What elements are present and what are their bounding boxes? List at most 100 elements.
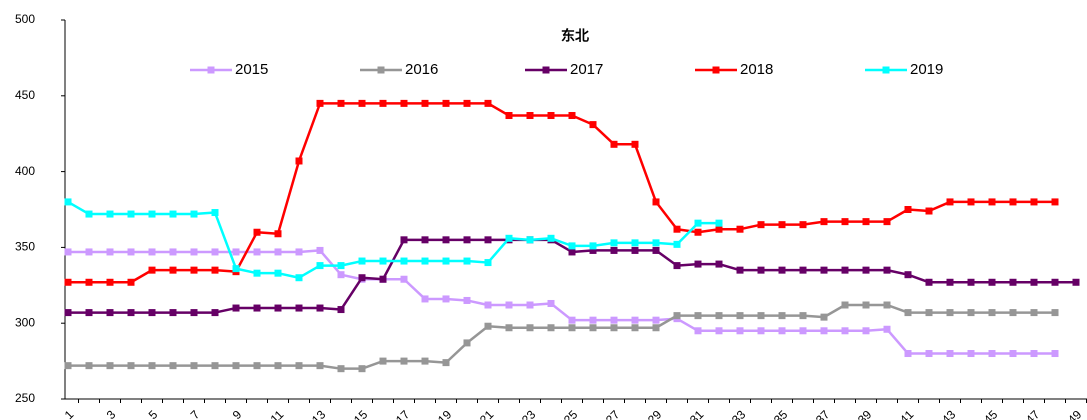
point: [421, 236, 429, 244]
series-line: [68, 249, 1055, 355]
point: [106, 278, 114, 286]
point: [694, 312, 702, 320]
point: [904, 206, 912, 213]
point: [253, 362, 261, 370]
point: [631, 324, 639, 332]
point: [841, 218, 849, 226]
point: [862, 266, 870, 274]
x-tick-label: 21: [477, 407, 497, 420]
point: [589, 246, 597, 254]
point: [547, 112, 555, 120]
point: [505, 324, 513, 332]
point: [211, 209, 219, 217]
point: [652, 316, 660, 324]
point: [820, 266, 828, 274]
point: [715, 260, 723, 268]
point: [106, 210, 114, 218]
point: [463, 339, 471, 347]
point: [715, 225, 723, 233]
legend-label: 2018: [740, 61, 773, 78]
x-tick-label: 1: [62, 407, 77, 420]
point: [883, 301, 891, 309]
x-tick-label: 31: [687, 407, 707, 420]
point: [295, 274, 303, 282]
legend-label: 2015: [235, 61, 268, 78]
point: [442, 359, 450, 367]
point: [1072, 278, 1080, 286]
point: [925, 309, 933, 317]
point: [652, 246, 660, 254]
point: [736, 312, 744, 320]
point: [358, 99, 366, 107]
point: [295, 304, 303, 312]
point: [652, 198, 660, 206]
legend-marker: [712, 66, 720, 74]
point: [778, 327, 786, 335]
point: [169, 266, 177, 274]
point: [589, 316, 597, 324]
point: [106, 248, 114, 256]
point: [673, 240, 681, 248]
point: [652, 324, 660, 332]
point: [190, 248, 198, 256]
x-tick-label: 3: [104, 407, 119, 420]
point: [1030, 309, 1038, 317]
point: [379, 257, 387, 265]
point: [967, 198, 975, 206]
point: [148, 309, 156, 317]
point: [295, 157, 303, 165]
point: [379, 275, 387, 283]
point: [358, 257, 366, 265]
point: [190, 309, 198, 317]
point: [715, 312, 723, 320]
point: [883, 325, 891, 333]
point: [736, 225, 744, 233]
point: [85, 362, 93, 370]
legend-marker: [377, 66, 385, 74]
point: [526, 301, 534, 309]
x-tick-label: 39: [855, 407, 875, 420]
point: [127, 309, 135, 317]
point: [1009, 350, 1017, 358]
point: [715, 219, 723, 227]
legend-marker: [882, 66, 890, 74]
point: [589, 324, 597, 332]
point: [253, 248, 261, 256]
point: [253, 304, 261, 312]
point: [568, 324, 576, 332]
point: [400, 236, 408, 244]
point: [400, 257, 408, 265]
point: [799, 327, 807, 335]
point: [232, 265, 240, 273]
point: [1051, 309, 1059, 317]
point: [463, 236, 471, 244]
point: [988, 309, 996, 317]
point: [883, 266, 891, 274]
chart-title: 东北: [561, 28, 589, 44]
x-tick-label: 23: [519, 407, 539, 420]
point: [106, 309, 114, 317]
point: [505, 112, 513, 120]
point: [232, 304, 240, 312]
point: [757, 312, 765, 320]
point: [505, 301, 513, 309]
x-tick-label: 19: [435, 407, 455, 420]
point: [274, 304, 282, 312]
point: [64, 248, 72, 256]
point: [547, 324, 555, 332]
point: [568, 112, 576, 120]
point: [820, 218, 828, 226]
x-tick-label: 35: [771, 407, 791, 420]
point: [148, 266, 156, 274]
point: [337, 271, 345, 279]
point: [127, 248, 135, 256]
point: [64, 309, 72, 317]
point: [778, 266, 786, 274]
series-line: [67, 200, 719, 279]
point: [568, 248, 576, 256]
point: [694, 219, 702, 227]
point: [715, 327, 723, 335]
point: [925, 278, 933, 286]
point: [169, 210, 177, 218]
point: [85, 210, 93, 218]
